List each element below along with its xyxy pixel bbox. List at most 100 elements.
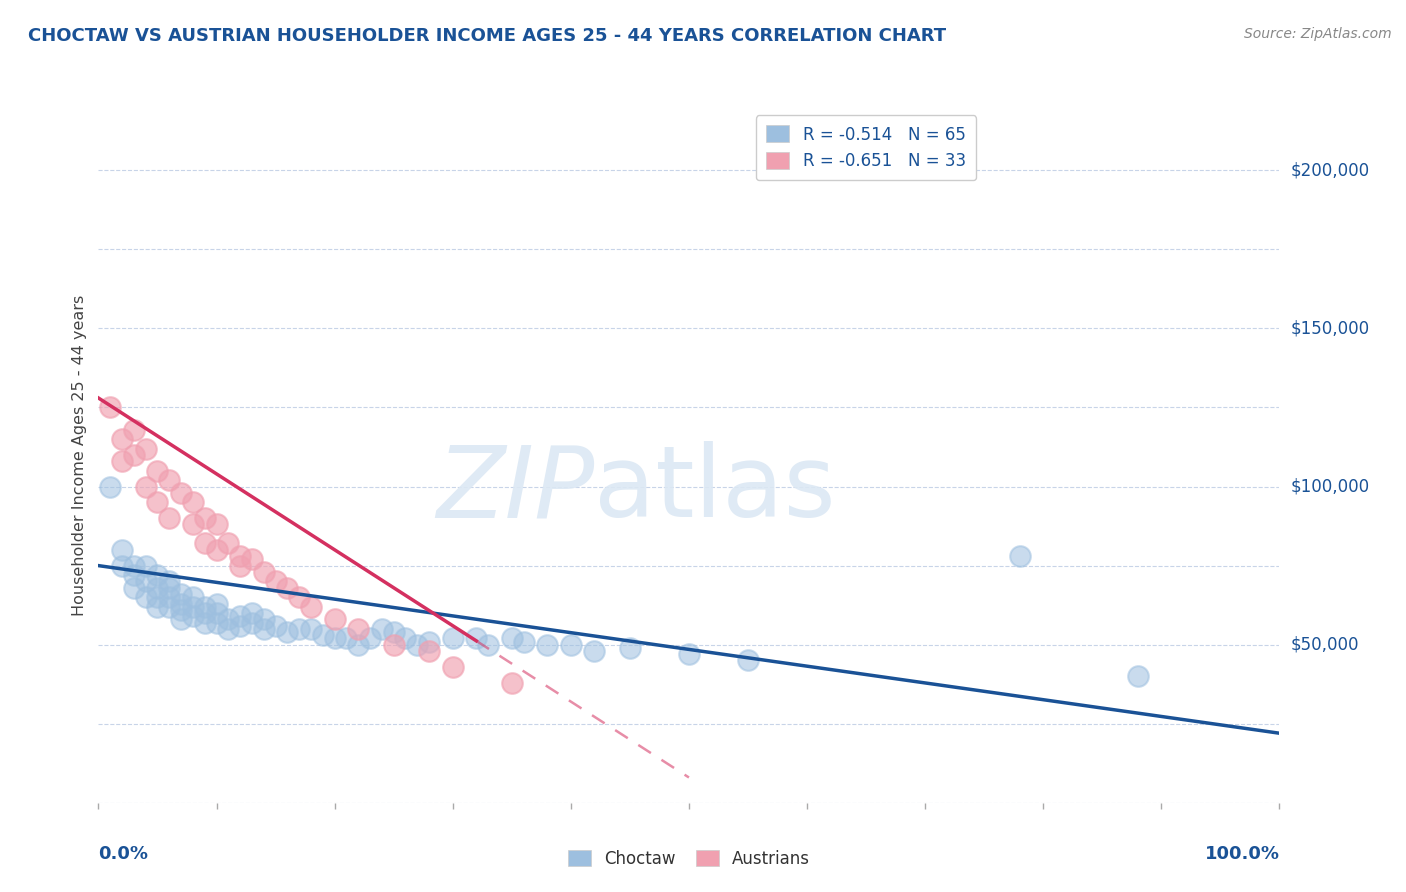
Text: atlas: atlas	[595, 442, 837, 538]
Point	[146, 464, 169, 478]
Point	[512, 634, 534, 648]
Point	[312, 628, 335, 642]
Point	[240, 552, 263, 566]
Point	[98, 479, 121, 493]
Point	[157, 599, 180, 614]
Point	[181, 517, 204, 532]
Point	[217, 536, 239, 550]
Point	[323, 612, 346, 626]
Point	[418, 634, 440, 648]
Point	[146, 581, 169, 595]
Point	[240, 615, 263, 630]
Point	[157, 581, 180, 595]
Text: 0.0%: 0.0%	[98, 845, 149, 863]
Text: ZIP: ZIP	[436, 442, 595, 538]
Point	[217, 612, 239, 626]
Point	[205, 597, 228, 611]
Point	[1008, 549, 1031, 563]
Point	[276, 581, 298, 595]
Point	[122, 448, 145, 462]
Point	[264, 618, 287, 632]
Point	[146, 599, 169, 614]
Point	[98, 401, 121, 415]
Legend: Choctaw, Austrians: Choctaw, Austrians	[561, 843, 817, 874]
Point	[157, 591, 180, 605]
Point	[371, 622, 394, 636]
Point	[170, 587, 193, 601]
Point	[240, 606, 263, 620]
Point	[217, 622, 239, 636]
Point	[205, 542, 228, 557]
Point	[181, 599, 204, 614]
Point	[299, 599, 322, 614]
Point	[323, 632, 346, 646]
Point	[1126, 669, 1149, 683]
Point	[253, 622, 276, 636]
Point	[678, 647, 700, 661]
Point	[335, 632, 357, 646]
Point	[194, 599, 217, 614]
Point	[157, 473, 180, 487]
Point	[135, 591, 157, 605]
Point	[477, 638, 499, 652]
Point	[229, 558, 252, 573]
Point	[359, 632, 381, 646]
Point	[181, 609, 204, 624]
Y-axis label: Householder Income Ages 25 - 44 years: Householder Income Ages 25 - 44 years	[72, 294, 87, 615]
Point	[157, 511, 180, 525]
Point	[560, 638, 582, 652]
Text: Source: ZipAtlas.com: Source: ZipAtlas.com	[1244, 27, 1392, 41]
Point	[194, 536, 217, 550]
Point	[194, 606, 217, 620]
Point	[122, 581, 145, 595]
Text: $50,000: $50,000	[1291, 636, 1360, 654]
Point	[382, 638, 405, 652]
Point	[418, 644, 440, 658]
Point	[276, 625, 298, 640]
Text: CHOCTAW VS AUSTRIAN HOUSEHOLDER INCOME AGES 25 - 44 YEARS CORRELATION CHART: CHOCTAW VS AUSTRIAN HOUSEHOLDER INCOME A…	[28, 27, 946, 45]
Point	[288, 622, 311, 636]
Point	[205, 517, 228, 532]
Point	[229, 549, 252, 563]
Point	[111, 432, 134, 446]
Point	[253, 612, 276, 626]
Point	[205, 615, 228, 630]
Point	[170, 597, 193, 611]
Point	[122, 558, 145, 573]
Point	[441, 660, 464, 674]
Point	[122, 568, 145, 582]
Point	[135, 479, 157, 493]
Point	[146, 591, 169, 605]
Point	[135, 574, 157, 589]
Point	[170, 612, 193, 626]
Point	[170, 486, 193, 500]
Point	[181, 495, 204, 509]
Point	[406, 638, 429, 652]
Point	[170, 603, 193, 617]
Point	[441, 632, 464, 646]
Point	[465, 632, 488, 646]
Point	[229, 609, 252, 624]
Point	[501, 675, 523, 690]
Point	[288, 591, 311, 605]
Point	[205, 606, 228, 620]
Text: $200,000: $200,000	[1291, 161, 1369, 179]
Point	[382, 625, 405, 640]
Point	[111, 454, 134, 468]
Point	[194, 511, 217, 525]
Point	[111, 558, 134, 573]
Point	[583, 644, 606, 658]
Point	[264, 574, 287, 589]
Point	[394, 632, 416, 646]
Point	[146, 495, 169, 509]
Point	[122, 423, 145, 437]
Point	[157, 574, 180, 589]
Point	[619, 640, 641, 655]
Point	[737, 653, 759, 667]
Point	[347, 622, 370, 636]
Point	[194, 615, 217, 630]
Point	[347, 638, 370, 652]
Text: $150,000: $150,000	[1291, 319, 1369, 337]
Text: 100.0%: 100.0%	[1205, 845, 1279, 863]
Point	[253, 565, 276, 579]
